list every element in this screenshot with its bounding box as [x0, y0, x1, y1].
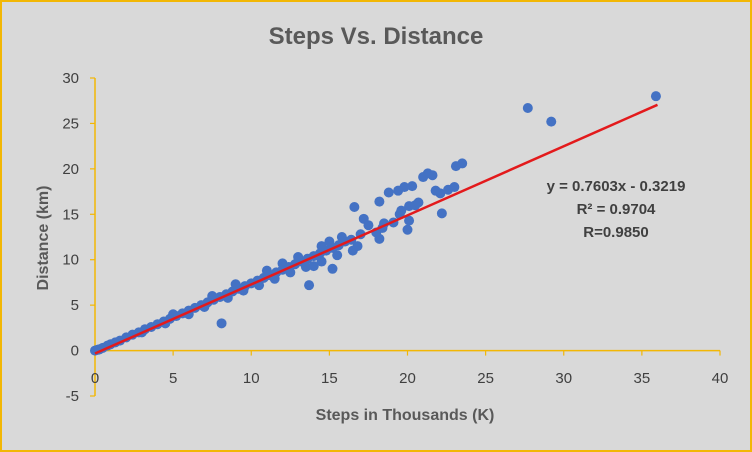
data-point — [374, 196, 385, 207]
data-point — [396, 205, 407, 216]
trendline-equation: y = 0.7603x - 0.3219 — [547, 178, 686, 195]
y-tick-label: 20 — [62, 161, 79, 178]
x-axis-title: Steps in Thousands (K) — [316, 407, 495, 424]
data-point — [300, 261, 311, 272]
data-point — [293, 251, 304, 262]
data-point — [316, 256, 327, 267]
y-tick-label: 0 — [71, 343, 79, 360]
data-point — [349, 202, 360, 213]
data-point — [435, 188, 446, 199]
y-tick-label: 10 — [62, 252, 79, 269]
data-point — [407, 181, 418, 192]
data-point — [449, 182, 460, 193]
axes: -5 0 5 10 15 20 25 30 0 5 10 15 20 25 30 35 40 — [62, 70, 728, 405]
data-point — [216, 318, 227, 329]
data-point — [261, 265, 272, 276]
x-tick-label: 35 — [634, 370, 651, 387]
y-tick-label: 5 — [71, 297, 79, 314]
data-point — [413, 197, 424, 208]
data-point — [399, 182, 410, 193]
data-point — [230, 279, 241, 290]
data-point — [436, 208, 447, 219]
data-point — [336, 232, 347, 242]
data-point — [285, 267, 296, 278]
data-point — [457, 158, 468, 169]
x-tick-label: 30 — [555, 370, 572, 387]
data-point — [363, 220, 374, 231]
data-point — [324, 236, 335, 247]
data-point — [522, 102, 533, 113]
y-tick-label: 30 — [62, 70, 79, 87]
x-tick-label: 5 — [169, 370, 177, 387]
data-point — [650, 91, 661, 102]
data-point — [383, 187, 394, 198]
r-label: R=0.9850 — [583, 224, 648, 241]
data-point — [327, 263, 338, 274]
data-point — [402, 224, 413, 235]
data-points — [90, 91, 661, 356]
data-point — [316, 241, 327, 252]
data-point — [404, 215, 415, 226]
data-point — [427, 170, 438, 181]
x-tick-label: 25 — [477, 370, 494, 387]
x-tick-label: 10 — [243, 370, 260, 387]
data-point — [308, 261, 319, 272]
x-tick-label: 15 — [321, 370, 338, 387]
data-point — [277, 258, 288, 269]
y-axis-title: Distance (km) — [35, 186, 52, 291]
y-tick-label: 15 — [62, 206, 79, 223]
x-tick-label: 0 — [91, 370, 99, 387]
y-tick-label: -5 — [66, 388, 79, 405]
trendline — [94, 103, 659, 355]
data-point — [352, 241, 363, 252]
data-point — [332, 250, 343, 261]
trendline-group — [94, 103, 659, 355]
data-point — [374, 233, 385, 244]
data-point — [207, 291, 218, 302]
x-tick-label: 20 — [399, 370, 416, 387]
data-point — [304, 280, 315, 291]
r-squared-label: R² = 0.9704 — [577, 201, 656, 218]
chart-title: Steps Vs. Distance — [269, 23, 484, 50]
data-point — [546, 116, 557, 127]
y-tick-label: 25 — [62, 115, 79, 132]
x-tick-label: 40 — [712, 370, 729, 387]
